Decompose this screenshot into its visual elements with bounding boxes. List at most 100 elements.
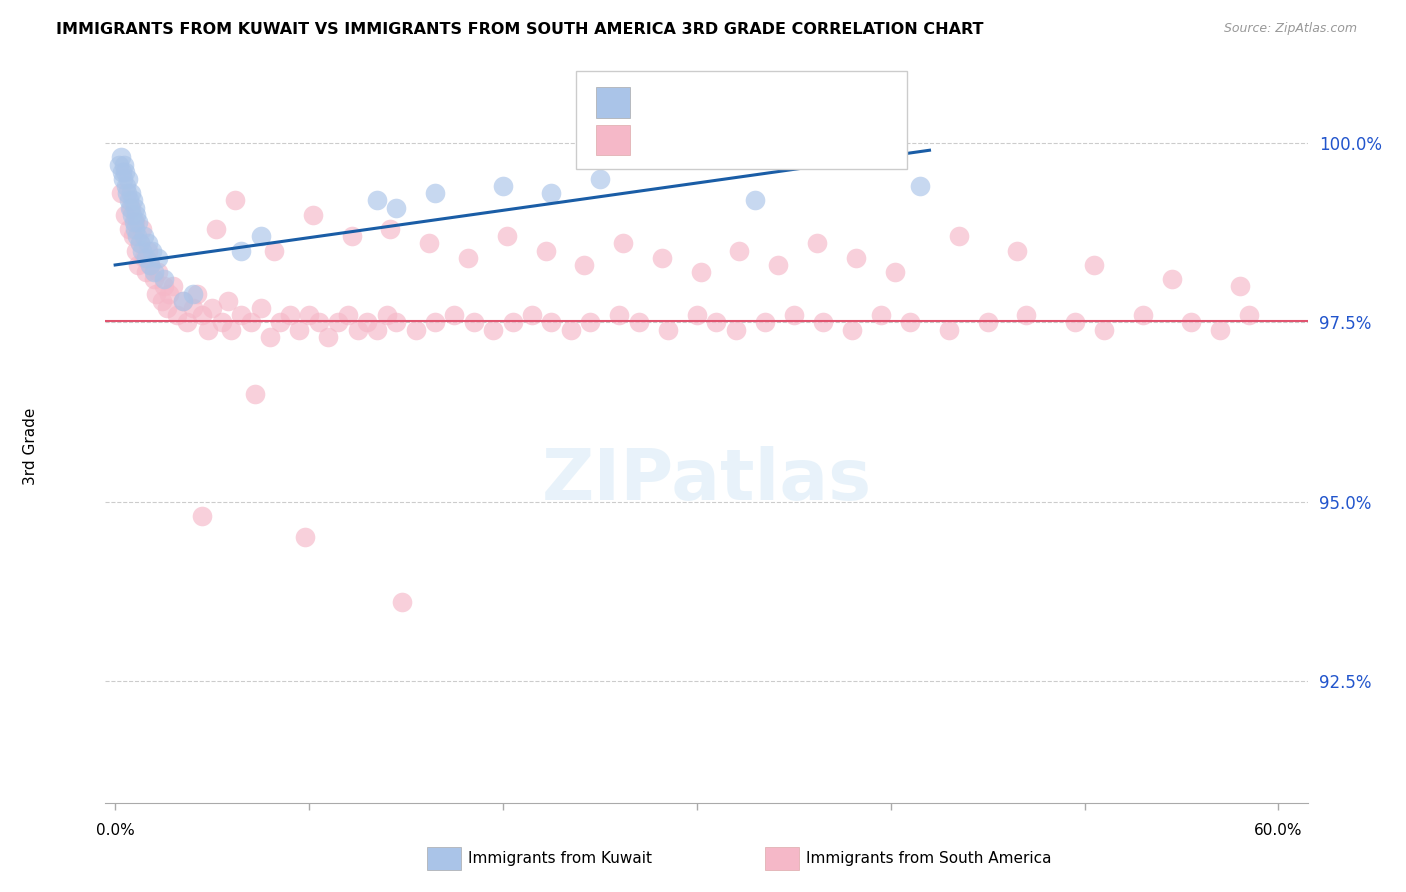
Point: [136, 236, 159, 251]
Point: [114, 179, 136, 194]
Point: [121, 229, 143, 244]
Point: [156, 301, 179, 315]
Point: [259, 329, 281, 343]
Point: [1005, 244, 1028, 258]
Point: [482, 322, 505, 336]
Text: N =: N =: [749, 131, 786, 149]
Point: [181, 301, 204, 315]
Point: [142, 265, 165, 279]
Point: [375, 308, 398, 322]
Point: [1015, 308, 1038, 322]
Point: [492, 179, 515, 194]
Point: [181, 286, 204, 301]
Point: [221, 322, 243, 336]
Text: 107: 107: [787, 131, 825, 149]
Point: [141, 244, 163, 258]
Point: [191, 308, 214, 322]
Point: [146, 265, 169, 279]
Point: [326, 315, 349, 329]
Point: [298, 308, 321, 322]
Point: [418, 236, 440, 251]
Point: [176, 315, 198, 329]
Point: [112, 158, 135, 172]
Point: [870, 308, 893, 322]
Point: [1132, 308, 1154, 322]
Point: [686, 308, 709, 322]
Point: [191, 508, 214, 523]
Point: [495, 229, 517, 244]
Point: [129, 236, 152, 251]
Point: [883, 265, 905, 279]
Point: [127, 258, 149, 272]
Point: [908, 179, 931, 194]
Point: [217, 293, 239, 308]
Point: [520, 308, 543, 322]
Point: [366, 322, 388, 336]
Point: [443, 308, 465, 322]
Point: [127, 215, 149, 229]
Text: 0.393: 0.393: [679, 94, 735, 112]
Point: [114, 208, 136, 222]
Point: [115, 186, 138, 201]
Point: [152, 272, 174, 286]
Text: N =: N =: [749, 94, 786, 112]
Point: [806, 236, 828, 251]
Point: [127, 229, 149, 244]
Point: [651, 251, 673, 265]
Point: [783, 308, 806, 322]
Point: [948, 229, 970, 244]
Point: [534, 244, 557, 258]
Point: [111, 172, 134, 186]
Point: [231, 308, 253, 322]
Point: [197, 322, 219, 336]
Point: [111, 165, 134, 179]
Point: [224, 194, 246, 208]
Point: [845, 251, 868, 265]
Point: [125, 208, 148, 222]
Point: [405, 322, 427, 336]
Point: [463, 315, 485, 329]
Point: [134, 251, 156, 265]
Point: [120, 186, 142, 201]
Text: R =: R =: [640, 131, 676, 149]
Point: [1239, 308, 1261, 322]
Point: [811, 315, 834, 329]
Point: [938, 322, 960, 336]
Point: [269, 315, 291, 329]
Point: [172, 293, 194, 308]
Point: [288, 322, 311, 336]
Point: [728, 244, 751, 258]
Point: [689, 265, 711, 279]
Point: [1209, 322, 1232, 336]
Point: [1160, 272, 1182, 286]
Text: ZIPatlas: ZIPatlas: [541, 447, 872, 516]
Point: [108, 158, 131, 172]
Point: [356, 315, 378, 329]
Point: [768, 258, 790, 272]
Point: [278, 308, 301, 322]
Point: [139, 258, 162, 272]
Point: [110, 150, 132, 164]
Point: [201, 301, 224, 315]
Point: [346, 322, 368, 336]
Point: [121, 194, 143, 208]
Point: [579, 315, 602, 329]
Point: [124, 222, 146, 236]
Point: [124, 215, 146, 229]
Text: Immigrants from Kuwait: Immigrants from Kuwait: [468, 851, 652, 865]
Point: [627, 315, 650, 329]
Point: [589, 172, 612, 186]
Point: [841, 322, 863, 336]
Point: [142, 272, 165, 286]
Point: [612, 236, 634, 251]
Point: [560, 322, 582, 336]
Point: [124, 201, 146, 215]
Point: [249, 301, 271, 315]
Text: Immigrants from South America: Immigrants from South America: [806, 851, 1052, 865]
Text: Source: ZipAtlas.com: Source: ZipAtlas.com: [1223, 22, 1357, 36]
Text: 3rd Grade: 3rd Grade: [24, 408, 38, 484]
Point: [502, 315, 524, 329]
Text: 0.007: 0.007: [679, 131, 735, 149]
Point: [131, 244, 153, 258]
Point: [607, 308, 630, 322]
